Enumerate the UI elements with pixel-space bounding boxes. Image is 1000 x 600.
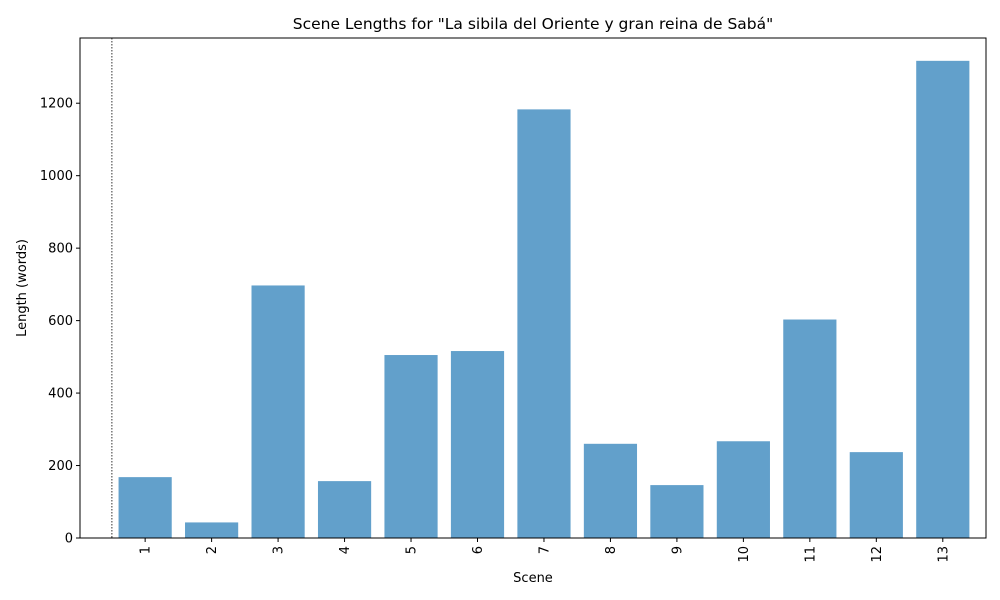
bar-scene-6 <box>450 351 505 538</box>
x-tick-label: 8 <box>604 546 619 554</box>
y-axis: 0 200 400 600 800 1000 1200 <box>40 97 80 547</box>
y-tick-label: 800 <box>48 242 73 257</box>
x-axis-label: Scene <box>513 571 553 586</box>
bar-scene-2 <box>185 522 239 538</box>
plot-frame <box>79 37 987 539</box>
y-tick-label: 0 <box>65 532 73 547</box>
bar-scene-5 <box>384 355 438 538</box>
bar-scene-13 <box>916 60 970 538</box>
x-tick-label: 11 <box>803 546 818 563</box>
y-tick-label: 400 <box>48 387 73 402</box>
x-tick-label: 13 <box>936 546 951 563</box>
bar-scene-12 <box>849 452 903 538</box>
bar-scene-3 <box>251 285 305 538</box>
y-tick-label: 200 <box>48 459 73 474</box>
bar-scene-8 <box>583 443 638 538</box>
x-tick-label: 12 <box>870 546 885 563</box>
x-tick-label: 1 <box>139 546 154 554</box>
y-tick-label: 1200 <box>40 97 73 112</box>
x-tick-label: 4 <box>338 546 353 554</box>
x-tick-label: 6 <box>471 546 486 554</box>
bars-group <box>118 60 970 538</box>
x-tick-label: 10 <box>737 546 752 563</box>
x-axis: 1 2 3 4 5 6 7 8 9 10 11 12 13 <box>139 538 951 563</box>
bar-scene-10 <box>716 441 770 538</box>
y-tick-label: 600 <box>48 314 73 329</box>
x-tick-label: 3 <box>272 546 287 554</box>
y-axis-label: Length (words) <box>15 239 30 337</box>
x-tick-label: 9 <box>670 546 685 554</box>
bar-scene-9 <box>650 485 704 538</box>
x-tick-label: 7 <box>537 546 552 554</box>
y-tick-label: 1000 <box>40 169 73 184</box>
x-tick-label: 2 <box>205 546 220 554</box>
bar-scene-11 <box>783 319 837 538</box>
bar-scene-4 <box>317 481 372 538</box>
chart-title: Scene Lengths for "La sibila del Oriente… <box>293 15 774 33</box>
bar-scene-7 <box>517 109 571 538</box>
bar-scene-1 <box>118 477 172 538</box>
x-tick-label: 5 <box>405 546 420 554</box>
